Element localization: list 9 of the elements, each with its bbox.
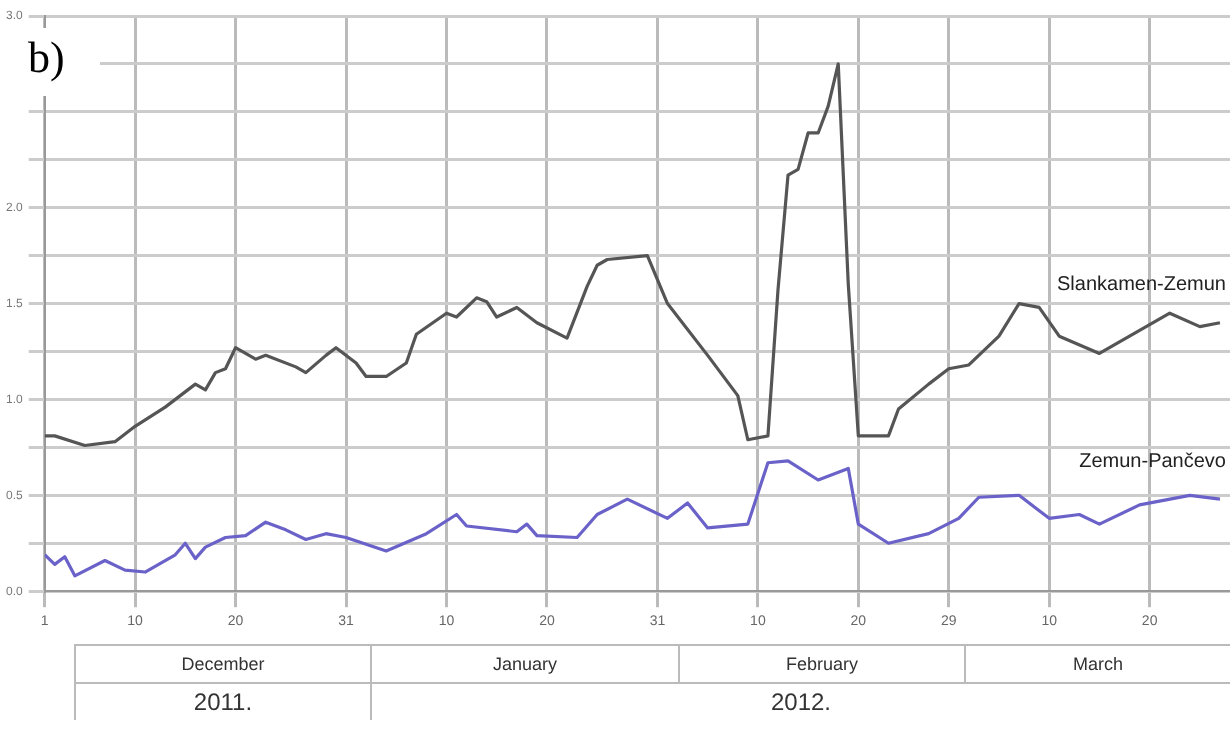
text: 2011. <box>74 684 370 720</box>
text: 2012. <box>370 684 1230 720</box>
series-label: Zemun-Pančevo <box>1079 450 1227 473</box>
text: January <box>370 646 678 682</box>
chart-title: b) <box>20 28 101 96</box>
series-label: Slankamen-Zemun <box>1057 274 1226 297</box>
text: February <box>678 646 964 682</box>
text: December <box>74 646 370 682</box>
text: March <box>964 646 1230 682</box>
